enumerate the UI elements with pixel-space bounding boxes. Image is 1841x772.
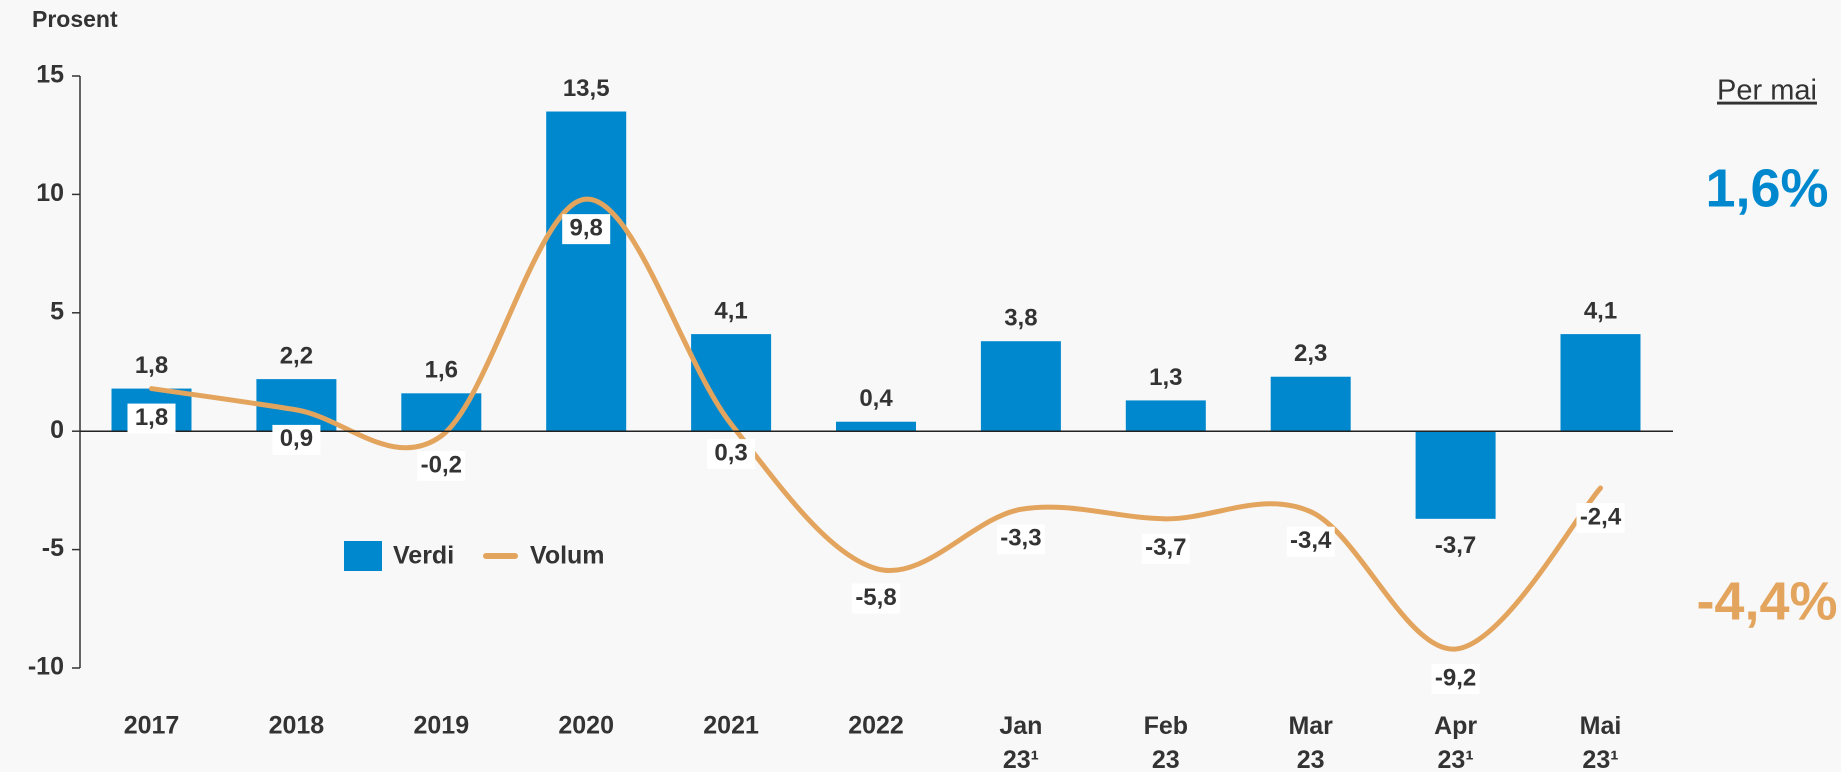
x-tick-label: 2019 <box>413 712 469 740</box>
annotation-heading: Per mai <box>1717 75 1817 107</box>
value-label: 2,2 <box>280 342 313 369</box>
y-tick-label: 5 <box>50 297 64 325</box>
bar <box>836 421 916 432</box>
annotation-verdi: 1,6% <box>1705 158 1828 218</box>
value-label: -3,7 <box>1435 532 1476 559</box>
value-label: 3,8 <box>1004 305 1037 332</box>
value-label-group: 2,3 <box>1294 340 1327 367</box>
legend-swatch <box>344 541 382 571</box>
y-tick-label: 10 <box>36 179 64 207</box>
value-label-group: -3,7 <box>1435 532 1476 559</box>
label-bg <box>707 439 756 470</box>
value-label: -3,4 <box>1290 527 1332 554</box>
label-bg <box>1576 503 1625 534</box>
x-tick-label: 2020 <box>558 712 614 740</box>
x-tick-label: Feb 23 <box>1144 712 1188 772</box>
value-label: -5,8 <box>855 584 896 611</box>
legend-label: Volum <box>530 542 605 570</box>
value-label-group: 0,9 <box>272 424 321 455</box>
label-bg <box>272 424 321 455</box>
value-label: 9,8 <box>570 214 603 241</box>
value-label-group: -9,2 <box>1431 664 1480 695</box>
value-label: 1,8 <box>135 352 168 379</box>
label-bg <box>852 583 900 614</box>
x-tick-label: Mar 23 <box>1288 712 1333 772</box>
x-tick-label: Apr 23¹ <box>1434 712 1477 772</box>
y-tick-label: -5 <box>42 534 64 562</box>
annotation-volum: -4,4% <box>1696 571 1837 631</box>
value-label: -0,2 <box>421 451 462 478</box>
x-tick-label: 2022 <box>848 712 904 740</box>
label-bg <box>996 524 1045 555</box>
value-label-group: -2,4 <box>1576 503 1625 534</box>
value-label-group: 4,1 <box>714 297 747 324</box>
value-label-group: 2,2 <box>280 342 313 369</box>
bar <box>1125 400 1206 432</box>
value-label: 0,3 <box>714 439 747 466</box>
value-label-group: 0,3 <box>707 439 756 470</box>
value-label-group: 3,8 <box>1004 305 1037 332</box>
value-label-group: 1,8 <box>127 403 176 434</box>
value-label-group: 1,3 <box>1149 364 1182 391</box>
value-label: 0,9 <box>280 425 313 452</box>
label-bg <box>1286 526 1335 557</box>
value-label: 0,4 <box>859 385 893 412</box>
value-label-group: 0,4 <box>859 385 893 412</box>
label-bg <box>1141 533 1190 564</box>
y-tick-label: -10 <box>28 653 64 681</box>
y-tick-label: 15 <box>36 61 64 89</box>
value-label-group: -3,4 <box>1286 526 1335 557</box>
bar <box>1560 334 1641 432</box>
bar <box>1270 376 1351 432</box>
label-bg <box>562 214 611 245</box>
value-label-group: -3,7 <box>1141 533 1190 564</box>
value-label: 13,5 <box>563 75 610 102</box>
label-bg <box>1431 664 1480 695</box>
value-label: 1,8 <box>135 404 168 431</box>
label-bg <box>417 450 466 481</box>
bar <box>1415 431 1496 519</box>
y-tick-label: 0 <box>50 416 64 444</box>
value-label-group: 13,5 <box>563 75 610 102</box>
bar <box>546 111 627 432</box>
value-label: 1,3 <box>1149 364 1182 391</box>
y-axis-label: Prosent <box>32 6 118 32</box>
value-label-group: 1,6 <box>425 357 458 384</box>
value-label: 2,3 <box>1294 340 1327 367</box>
value-label: 4,1 <box>1584 297 1617 324</box>
value-label: -3,3 <box>1000 525 1041 552</box>
value-label-group: 1,8 <box>135 352 168 379</box>
value-label-group: 9,8 <box>562 214 611 245</box>
label-bg <box>127 403 176 434</box>
x-tick-label: 2017 <box>124 712 180 740</box>
x-tick-label: Mai 23¹ <box>1580 712 1622 772</box>
x-tick-label: 2018 <box>269 712 325 740</box>
value-label: 4,1 <box>714 297 747 324</box>
value-label: -3,7 <box>1145 534 1186 561</box>
value-label: 1,6 <box>425 357 458 384</box>
value-label: -2,4 <box>1580 503 1622 530</box>
value-label-group: -3,3 <box>996 524 1045 555</box>
x-tick-label: 2021 <box>703 712 759 740</box>
legend-label: Verdi <box>393 542 454 570</box>
x-tick-label: Jan 23¹ <box>999 712 1042 772</box>
line <box>149 196 1603 652</box>
value-label-group: -0,2 <box>417 450 466 481</box>
value-label-group: -5,8 <box>852 583 900 614</box>
bar <box>980 341 1061 432</box>
value-label: -9,2 <box>1435 664 1476 691</box>
value-label-group: 4,1 <box>1584 297 1617 324</box>
